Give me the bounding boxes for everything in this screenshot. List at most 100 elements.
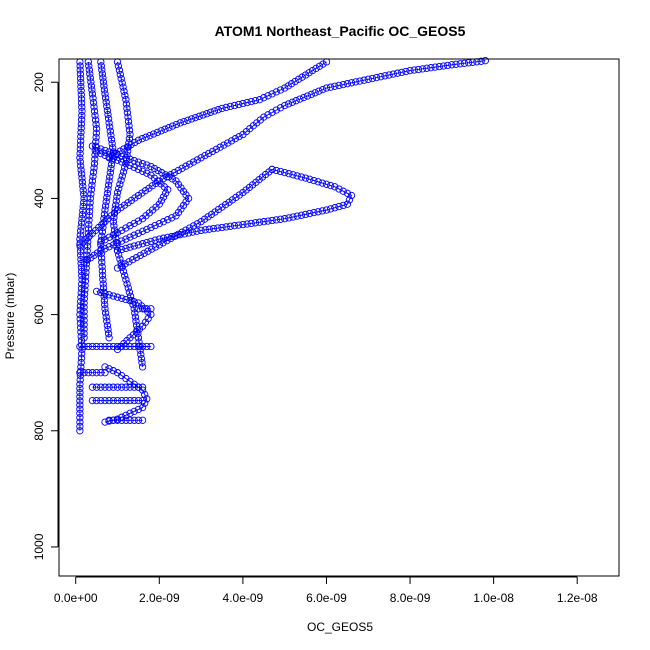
- data-point: [130, 219, 138, 228]
- data-point: [86, 203, 94, 211]
- data-point: [92, 342, 101, 351]
- data-point: [88, 342, 97, 351]
- data-point: [444, 61, 452, 70]
- data-point: [122, 159, 130, 168]
- data-point: [104, 115, 113, 123]
- data-point: [78, 107, 86, 115]
- data-point: [110, 222, 118, 230]
- data-point: [226, 222, 234, 230]
- data-point: [97, 149, 105, 158]
- data-point: [456, 60, 464, 68]
- data-point: [326, 205, 335, 213]
- data-point: [118, 158, 126, 166]
- data-point: [123, 104, 131, 113]
- data-point: [77, 87, 85, 95]
- data-point: [103, 321, 112, 330]
- data-point: [76, 141, 85, 149]
- data-point: [80, 312, 88, 320]
- data-point: [117, 176, 125, 184]
- data-point: [289, 213, 297, 221]
- data-point: [385, 71, 393, 79]
- data-point: [90, 107, 99, 115]
- data-point: [101, 206, 109, 214]
- data-series-group: [76, 57, 489, 435]
- data-point: [131, 313, 140, 321]
- data-point: [103, 106, 112, 115]
- y-tick-label: 800: [32, 420, 46, 440]
- data-point: [122, 276, 130, 284]
- data-point: [118, 245, 126, 254]
- data-point: [322, 206, 331, 214]
- data-point: [343, 200, 352, 208]
- data-point: [140, 249, 148, 257]
- data-point: [76, 414, 84, 422]
- data-point: [167, 234, 175, 243]
- data-point: [130, 396, 138, 405]
- data-point: [113, 151, 122, 159]
- data-point: [105, 383, 113, 391]
- data-point: [88, 383, 97, 391]
- data-point: [268, 108, 276, 117]
- data-point: [143, 395, 151, 403]
- data-point: [116, 255, 124, 263]
- data-point: [122, 416, 130, 424]
- data-point: [109, 383, 117, 391]
- data-point: [113, 229, 122, 237]
- data-point: [86, 199, 94, 207]
- data-point: [114, 62, 123, 70]
- data-point: [138, 240, 147, 248]
- data-point: [77, 166, 85, 174]
- data-point: [143, 238, 151, 247]
- data-point: [147, 305, 155, 313]
- data-point: [76, 427, 84, 435]
- data-point: [142, 133, 150, 141]
- data-point: [77, 162, 85, 170]
- data-point: [118, 172, 126, 180]
- data-point: [144, 247, 152, 255]
- data-point: [164, 216, 172, 224]
- data-point: [209, 224, 218, 233]
- data-point: [222, 103, 230, 112]
- data-point: [122, 235, 130, 243]
- data-point: [276, 215, 285, 223]
- data-point: [347, 191, 356, 200]
- data-point: [243, 98, 251, 107]
- data-point: [80, 290, 89, 298]
- data-point: [264, 111, 272, 119]
- data-point: [147, 237, 155, 246]
- data-point: [322, 180, 331, 188]
- data-point: [297, 211, 306, 219]
- data-series-2: [80, 58, 101, 342]
- data-point: [205, 225, 214, 233]
- data-point: [109, 231, 117, 239]
- data-point: [113, 188, 122, 197]
- data-point: [352, 78, 360, 86]
- data-point: [214, 224, 222, 232]
- data-point: [109, 144, 117, 152]
- data-point: [464, 59, 473, 67]
- data-point: [85, 216, 93, 224]
- data-point: [97, 383, 105, 391]
- data-point: [126, 297, 134, 305]
- data-point: [101, 418, 109, 426]
- data-point: [285, 214, 293, 222]
- data-point: [155, 235, 163, 243]
- data-point: [155, 241, 163, 249]
- data-point: [126, 396, 134, 405]
- data-point: [159, 218, 168, 226]
- data-point: [77, 219, 86, 227]
- data-point: [84, 342, 92, 351]
- data-point: [147, 162, 155, 171]
- data-point: [76, 380, 84, 388]
- data-point: [118, 237, 126, 245]
- data-point: [86, 70, 94, 78]
- data-point: [99, 78, 108, 86]
- data-point: [99, 280, 107, 288]
- data-point: [102, 98, 110, 106]
- data-point: [126, 416, 134, 424]
- data-point: [97, 62, 105, 70]
- data-point: [235, 100, 243, 109]
- data-point: [127, 141, 135, 149]
- data-point: [88, 181, 96, 189]
- data-point: [134, 342, 143, 351]
